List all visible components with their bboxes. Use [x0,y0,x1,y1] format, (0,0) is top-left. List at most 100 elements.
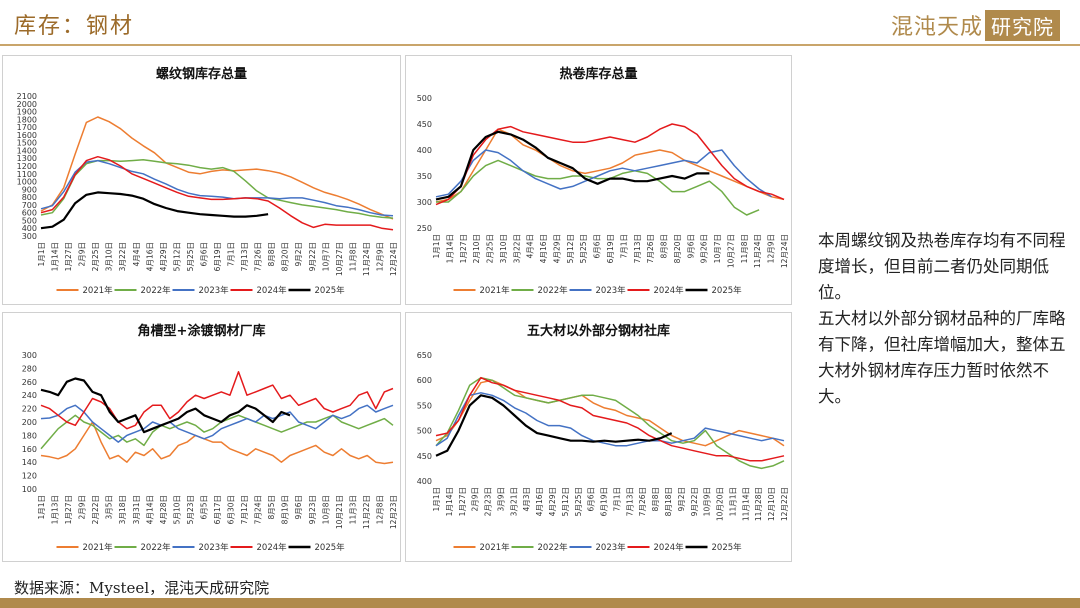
legend-label: 2025年 [712,542,743,553]
x-tick-label: 8月8日 [651,487,660,512]
hot-coil-inventory-chart: 热卷库存总量 250 300 350 400 450 500 1月1日 1月14日 1月27日 2月… [417,66,789,296]
legend-label: 2021年 [480,285,511,296]
x-tick-label: 7月1日 [612,487,621,512]
other-steel-social-inventory-chart: 五大材以外部分钢材社库 400 450 500 550 600 650 1月1日 1月14日 1月… [417,323,789,553]
x-tick-label: 7月1日 [619,234,628,259]
series-line-2021年 [435,128,785,203]
chart-title: 五大材以外部分钢材社库 [527,323,670,339]
y-tick-label: 1000 [17,178,37,187]
series-line-2022年 [40,159,394,219]
x-tick-label: 2月9日 [471,487,480,512]
legend-label: 2025年 [315,285,346,296]
x-tick-label: 4月29日 [159,242,168,271]
series-line-2021年 [435,379,785,447]
y-tick-label: 260 [22,378,37,387]
x-tick-label: 11月1日 [728,487,737,516]
series-line-2021年 [40,421,394,465]
series-line-2023年 [435,149,772,198]
x-tick-label: 12月22日 [780,487,789,521]
y-tick-label: 600 [417,376,432,385]
legend-label: 2024年 [257,285,288,296]
x-tick-label: 5月12日 [566,234,575,263]
x-tick-label: 1月14日 [445,234,454,263]
x-tick-label: 5月25日 [574,487,583,516]
series-line-2025年 [435,394,673,457]
x-tick-label: 5月12日 [172,242,181,271]
x-tick-label: 5月10日 [172,495,181,524]
legend-label: 2025年 [315,542,346,553]
x-tick-label: 10月8日 [321,495,330,524]
x-tick-label: 9月2日 [677,487,686,512]
legend-label: 2021年 [83,285,114,296]
x-tick-label: 3月10日 [105,242,114,271]
y-tick-label: 1400 [17,146,37,155]
y-tick-label: 200 [22,418,37,427]
x-tick-label: 1月1日 [37,242,46,267]
brand-logo: 混沌天成 研究院 [891,9,1060,41]
x-tick-label: 1月1日 [432,234,441,259]
legend-label: 2021年 [83,542,114,553]
angle-coated-factory-inventory-chart: 角槽型+涂镀钢材厂库 100 120 140 160 180 200 220 240 260 280… [22,323,398,553]
x-tick-label: 6月6日 [587,487,596,512]
chart-panel-hot-coil: 热卷库存总量 250 300 350 400 450 500 1月1日 1月14日 1月27日 2月… [405,55,792,305]
series-line-2023年 [435,392,785,447]
x-tick-label: 2月25日 [91,242,100,271]
y-tick-label: 160 [22,445,37,454]
x-tick-label: 3月21日 [509,487,518,516]
y-tick-label: 240 [22,391,37,400]
x-tick-label: 4月4日 [526,234,535,259]
legend-label: 2024年 [654,542,685,553]
y-tick-label: 1200 [17,162,37,171]
y-tick-label: 450 [417,452,432,461]
x-tick-label: 7月12日 [240,495,249,524]
x-tick-label: 8月18日 [664,487,673,516]
y-tick-label: 1600 [17,131,37,140]
x-tick-label: 8月5日 [267,495,276,520]
page-title: 库存：钢材 [14,14,135,39]
chart-title: 角槽型+涂镀钢材厂库 [138,323,266,339]
y-tick-label: 400 [22,224,37,233]
y-tick-label: 400 [417,477,432,486]
x-tick-label: 6月19日 [600,487,609,516]
x-tick-label: 3月31日 [132,495,141,524]
x-tick-label: 5月25日 [579,234,588,263]
y-tick-label: 100 [22,485,37,494]
y-tick-label: 2000 [17,100,37,109]
y-tick-label: 900 [22,185,37,194]
x-tick-label: 4月28日 [159,495,168,524]
x-tick-label: 1月14日 [445,487,454,516]
x-tick-label: 4月29日 [552,234,561,263]
x-tick-label: 4月16日 [539,234,548,263]
logo-box: 研究院 [985,9,1060,41]
y-tick-label: 1500 [17,139,37,148]
summary-paragraph-1: 本周螺纹钢及热卷库存均有不同程度增长，但目前二者仍处同期低位。 [818,231,1066,302]
y-tick-label: 500 [22,216,37,225]
legend-label: 2022年 [141,285,172,296]
legend-label: 2024年 [654,285,685,296]
x-tick-label: 5月25日 [186,242,195,271]
x-tick-label: 10月21日 [335,495,344,529]
y-tick-label: 1800 [17,115,37,124]
series-line-2025年 [435,130,710,201]
x-tick-label: 4月4日 [132,242,141,267]
x-tick-label: 1月27日 [459,234,468,263]
summary-paragraph-2: 五大材以外部分钢材品种的厂库略有下降，但社库增幅加大，整体五大材外钢材库存压力暂… [818,309,1066,406]
y-tick-label: 300 [22,232,37,241]
x-tick-label: 6月19日 [606,234,615,263]
x-tick-label: 7月26日 [646,234,655,263]
legend-label: 2023年 [199,542,230,553]
x-tick-label: 12月10日 [767,487,776,521]
x-tick-label: 3月9日 [496,487,505,512]
chart-title: 热卷库存总量 [559,66,637,82]
legend-label: 2023年 [199,285,230,296]
y-tick-label: 280 [22,364,37,373]
legend-label: 2021年 [480,542,511,553]
x-tick-label: 9月6日 [686,234,695,259]
x-tick-label: 11月22日 [362,495,371,529]
y-tick-label: 120 [22,472,37,481]
x-tick-label: 7月13日 [625,487,634,516]
x-tick-label: 10月27日 [335,242,344,276]
series-line-2023年 [40,159,394,217]
series-line-2024年 [40,155,394,231]
x-tick-label: 10月7日 [321,242,330,271]
